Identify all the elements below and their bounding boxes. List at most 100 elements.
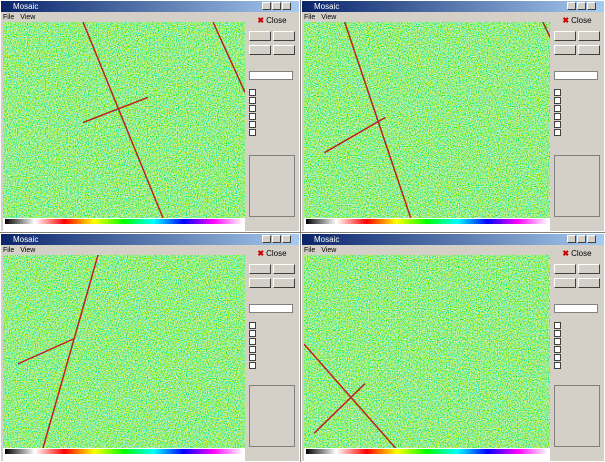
button[interactable] xyxy=(273,45,295,55)
image-view xyxy=(3,22,245,231)
window-control[interactable] xyxy=(282,235,291,243)
image xyxy=(3,22,245,218)
button[interactable] xyxy=(554,31,576,41)
button[interactable] xyxy=(249,278,271,288)
checkbox[interactable] xyxy=(249,97,256,104)
colorbar xyxy=(306,219,548,224)
button[interactable] xyxy=(554,264,576,274)
red-line xyxy=(343,22,412,219)
red-line xyxy=(82,22,164,219)
window-control[interactable] xyxy=(272,235,281,243)
dropdown[interactable] xyxy=(249,304,293,313)
colorbar xyxy=(5,219,243,224)
button[interactable] xyxy=(578,31,600,41)
close-icon: ✖ xyxy=(257,16,265,25)
window-control[interactable] xyxy=(567,235,576,243)
window-control[interactable] xyxy=(282,2,291,10)
checkbox[interactable] xyxy=(249,105,256,112)
button[interactable] xyxy=(273,31,295,41)
image xyxy=(3,255,245,448)
close-label: Close xyxy=(571,249,592,258)
button[interactable] xyxy=(554,45,576,55)
red-line xyxy=(212,22,245,93)
close-button[interactable]: ✖ Close xyxy=(250,248,294,260)
button[interactable] xyxy=(554,278,576,288)
window-title: Mosaic xyxy=(1,234,299,245)
checkbox[interactable] xyxy=(249,346,256,353)
dropdown[interactable] xyxy=(554,304,598,313)
checkbox[interactable] xyxy=(554,105,561,112)
checkbox[interactable] xyxy=(249,113,256,120)
checkbox[interactable] xyxy=(554,338,561,345)
checkbox[interactable] xyxy=(249,354,256,361)
checkbox[interactable] xyxy=(249,330,256,337)
window-control[interactable] xyxy=(262,235,271,243)
menu-bar: File View xyxy=(3,246,41,255)
checkbox[interactable] xyxy=(554,113,561,120)
window: Mosaic File View ✖ Close xyxy=(301,233,605,462)
checkbox[interactable] xyxy=(249,362,256,369)
window-control[interactable] xyxy=(577,2,586,10)
checkbox[interactable] xyxy=(249,129,256,136)
button[interactable] xyxy=(578,264,600,274)
checkbox[interactable] xyxy=(554,330,561,337)
checkbox[interactable] xyxy=(554,322,561,329)
menu-item[interactable]: View xyxy=(321,14,337,21)
button[interactable] xyxy=(578,278,600,288)
red-line xyxy=(313,383,366,434)
dropdown[interactable] xyxy=(249,71,293,80)
checkbox[interactable] xyxy=(554,89,561,96)
menu-item[interactable]: View xyxy=(20,247,36,254)
window-control[interactable] xyxy=(577,235,586,243)
close-label: Close xyxy=(266,16,287,25)
checkbox[interactable] xyxy=(554,97,561,104)
window-control[interactable] xyxy=(587,2,596,10)
image-view xyxy=(304,22,550,231)
red-line xyxy=(17,338,74,365)
close-button[interactable]: ✖ Close xyxy=(250,15,294,27)
menu-item[interactable]: View xyxy=(321,247,337,254)
menu-item[interactable]: File xyxy=(304,247,316,254)
checkbox[interactable] xyxy=(554,121,561,128)
checkbox[interactable] xyxy=(249,89,256,96)
menu-item[interactable]: File xyxy=(3,247,15,254)
info-box xyxy=(249,385,295,447)
window-title: Mosaic xyxy=(1,1,299,12)
close-label: Close xyxy=(266,249,287,258)
checkbox[interactable] xyxy=(249,121,256,128)
info-box xyxy=(554,385,600,447)
checkbox[interactable] xyxy=(249,338,256,345)
checkbox[interactable] xyxy=(554,354,561,361)
window: Mosaic File View ✖ Close xyxy=(0,0,300,232)
window-control[interactable] xyxy=(567,2,576,10)
close-button[interactable]: ✖ Close xyxy=(555,248,599,260)
button[interactable] xyxy=(273,264,295,274)
colorbar xyxy=(5,449,243,454)
info-box xyxy=(249,155,295,217)
control-panel: ✖ Close xyxy=(551,13,603,230)
menu-item[interactable]: File xyxy=(304,14,316,21)
image-view xyxy=(3,255,245,461)
window-title: Mosaic xyxy=(302,1,604,12)
button[interactable] xyxy=(273,278,295,288)
colorbar xyxy=(306,449,548,454)
window-control[interactable] xyxy=(272,2,281,10)
menu-item[interactable]: File xyxy=(3,14,15,21)
checkbox[interactable] xyxy=(249,322,256,329)
button[interactable] xyxy=(249,264,271,274)
button[interactable] xyxy=(578,45,600,55)
window-control[interactable] xyxy=(262,2,271,10)
checkbox[interactable] xyxy=(554,362,561,369)
red-line xyxy=(304,343,397,449)
menu-item[interactable]: View xyxy=(20,14,36,21)
button[interactable] xyxy=(249,31,271,41)
checkbox[interactable] xyxy=(554,129,561,136)
close-label: Close xyxy=(571,16,592,25)
button[interactable] xyxy=(249,45,271,55)
window-control[interactable] xyxy=(587,235,596,243)
close-button[interactable]: ✖ Close xyxy=(555,15,599,27)
window: Mosaic File View ✖ Close xyxy=(0,233,300,462)
checkbox[interactable] xyxy=(554,346,561,353)
dropdown[interactable] xyxy=(554,71,598,80)
